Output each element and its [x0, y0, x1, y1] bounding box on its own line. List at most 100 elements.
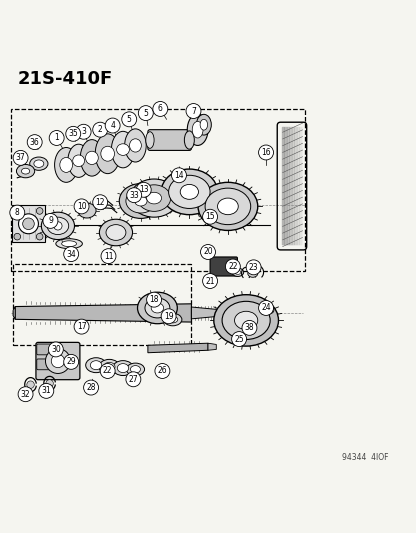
Ellipse shape	[235, 270, 241, 274]
Ellipse shape	[126, 189, 156, 213]
Ellipse shape	[86, 358, 106, 373]
Text: 29: 29	[67, 357, 76, 366]
FancyBboxPatch shape	[210, 257, 238, 276]
FancyBboxPatch shape	[282, 127, 285, 245]
Ellipse shape	[248, 270, 258, 277]
Circle shape	[48, 342, 63, 357]
Ellipse shape	[34, 160, 44, 167]
Ellipse shape	[265, 306, 274, 314]
Ellipse shape	[41, 212, 74, 239]
Ellipse shape	[168, 175, 210, 208]
Circle shape	[93, 122, 108, 137]
Text: 7: 7	[191, 107, 196, 116]
Circle shape	[161, 309, 176, 324]
Circle shape	[126, 372, 141, 387]
Ellipse shape	[80, 140, 104, 176]
Ellipse shape	[145, 298, 170, 318]
Circle shape	[100, 206, 104, 209]
Ellipse shape	[111, 131, 135, 168]
Ellipse shape	[126, 363, 145, 376]
Circle shape	[27, 381, 34, 389]
Ellipse shape	[232, 268, 244, 277]
Text: 33: 33	[129, 191, 139, 200]
FancyBboxPatch shape	[148, 130, 191, 150]
Circle shape	[84, 380, 99, 395]
Circle shape	[101, 249, 116, 264]
Text: 9: 9	[48, 216, 53, 225]
Ellipse shape	[117, 364, 129, 373]
Ellipse shape	[235, 311, 258, 329]
Ellipse shape	[161, 169, 218, 215]
Ellipse shape	[180, 184, 198, 199]
Circle shape	[259, 145, 273, 160]
Circle shape	[14, 233, 21, 240]
Ellipse shape	[222, 301, 270, 340]
Ellipse shape	[214, 295, 278, 346]
Text: 21: 21	[206, 277, 215, 286]
Circle shape	[136, 182, 151, 197]
Polygon shape	[15, 304, 191, 322]
Ellipse shape	[22, 168, 30, 174]
Text: 3: 3	[81, 127, 86, 136]
Ellipse shape	[106, 224, 126, 240]
Text: 23: 23	[249, 263, 258, 272]
Text: 6: 6	[158, 104, 163, 114]
Ellipse shape	[192, 122, 203, 138]
Ellipse shape	[116, 144, 129, 156]
Circle shape	[36, 233, 43, 240]
Text: 10: 10	[77, 202, 87, 211]
FancyBboxPatch shape	[292, 127, 295, 245]
Ellipse shape	[54, 148, 78, 182]
Circle shape	[54, 222, 62, 230]
Text: 22: 22	[103, 367, 112, 375]
Text: 36: 36	[30, 138, 40, 147]
Circle shape	[96, 198, 100, 202]
Circle shape	[171, 168, 186, 183]
Text: 2: 2	[98, 125, 103, 134]
FancyBboxPatch shape	[12, 205, 45, 243]
Circle shape	[203, 209, 218, 224]
Ellipse shape	[130, 179, 178, 217]
Ellipse shape	[62, 241, 77, 247]
Text: 14: 14	[174, 171, 184, 180]
Text: 19: 19	[164, 312, 173, 321]
Ellipse shape	[113, 361, 134, 376]
Ellipse shape	[168, 316, 178, 323]
Text: 37: 37	[16, 154, 25, 163]
Polygon shape	[13, 306, 15, 319]
Circle shape	[259, 301, 273, 316]
Circle shape	[201, 245, 215, 260]
Circle shape	[139, 106, 153, 120]
Ellipse shape	[129, 139, 141, 152]
Text: 38: 38	[245, 324, 254, 333]
Ellipse shape	[187, 114, 208, 146]
Text: 5: 5	[144, 109, 148, 118]
Ellipse shape	[99, 359, 120, 374]
Ellipse shape	[138, 185, 171, 212]
Text: 12: 12	[95, 198, 105, 207]
Circle shape	[43, 213, 58, 228]
Ellipse shape	[131, 366, 141, 373]
Circle shape	[153, 101, 168, 116]
Text: 8: 8	[15, 208, 20, 217]
Circle shape	[93, 195, 108, 209]
Ellipse shape	[78, 203, 96, 218]
Circle shape	[122, 112, 137, 127]
Text: 24: 24	[261, 303, 271, 312]
Circle shape	[66, 126, 81, 141]
Text: 25: 25	[234, 335, 244, 344]
Ellipse shape	[47, 217, 69, 235]
Text: 32: 32	[21, 390, 30, 399]
Text: 31: 31	[42, 386, 51, 395]
Circle shape	[19, 214, 38, 234]
Circle shape	[36, 208, 43, 214]
Circle shape	[232, 332, 247, 346]
Ellipse shape	[163, 313, 182, 326]
Text: 34: 34	[66, 249, 76, 259]
Circle shape	[100, 364, 115, 378]
FancyBboxPatch shape	[294, 127, 297, 245]
Ellipse shape	[119, 183, 162, 219]
Text: 16: 16	[261, 148, 271, 157]
Text: 18: 18	[149, 295, 159, 304]
Circle shape	[98, 202, 102, 206]
